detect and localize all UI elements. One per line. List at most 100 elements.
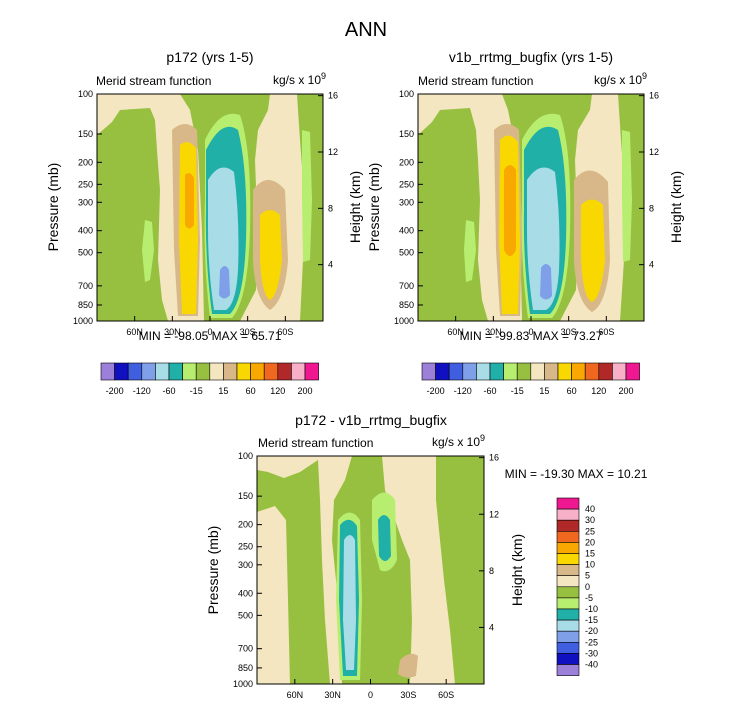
y-tick-label: 200 (399, 157, 414, 167)
colorbar-swatch (571, 362, 586, 381)
colorbar-label: -30 (585, 648, 598, 658)
panel-v1b-rrtmg-bugfix: v1b_rrtmg_bugfix (yrs 1-5) Merid stream … (366, 49, 684, 396)
colorbar-swatch (100, 362, 115, 381)
contour-plot (96, 93, 324, 322)
axes: 100 150 200 250 300 400 500 700 850 1000 16 12 8 4 60N… (394, 89, 659, 337)
x-tick-label: 30S (400, 690, 416, 700)
colorbar-label: -200 (106, 386, 124, 396)
colorbar-swatch (127, 362, 143, 381)
y-tick-label: 150 (399, 129, 414, 139)
colorbar-label: 15 (539, 386, 549, 396)
colorbar-label: -120 (454, 386, 472, 396)
y-axis-label: Pressure (mb) (366, 163, 382, 252)
colorbar-label: -120 (133, 386, 151, 396)
y-right-tick-label: 16 (489, 453, 499, 463)
colorbar-label: -25 (585, 637, 598, 647)
axes: 100 150 200 250 300 400 500 700 850 1000 16 12 8 4 60N… (233, 451, 499, 700)
colorbar-swatch (530, 362, 545, 381)
y-axis-label: Pressure (mb) (45, 163, 61, 252)
colorbar-swatch (625, 362, 640, 381)
contour-pos-60 (185, 173, 194, 229)
contour-neg-15-east (622, 130, 632, 262)
colorbar-swatch (556, 586, 580, 599)
axes: 100 150 200 250 300 400 500 700 850 1000 16 12 8 4 60N… (73, 89, 338, 337)
contour-pos-5 (398, 653, 418, 678)
colorbar-swatch (291, 362, 306, 381)
y-tick-label: 100 (78, 89, 93, 99)
colorbar-swatch (448, 362, 464, 381)
x-tick-label: 60S (438, 690, 454, 700)
y-right-tick-label: 8 (649, 203, 654, 213)
y-right-tick-label: 16 (649, 91, 659, 101)
units-exponent: 9 (480, 433, 485, 443)
x-tick-label: 30N (485, 327, 502, 337)
x-tick-label: 60N (287, 690, 304, 700)
colorbar-swatch (476, 362, 491, 381)
colorbar-swatch (556, 508, 580, 521)
y-right-tick-label: 8 (328, 203, 333, 213)
colorbar-swatch (556, 608, 580, 621)
colorbar-label: 200 (618, 386, 633, 396)
y-right-tick-label: 12 (489, 509, 499, 519)
y-right-tick-label: 8 (489, 566, 494, 576)
panel-difference: p172 - v1b_rrtmg_bugfix Merid stream fun… (205, 412, 648, 700)
colorbar-swatch (556, 553, 580, 565)
colorbar-swatch (195, 362, 211, 381)
contour-neg-15-west (142, 220, 154, 282)
contour-neg-60 (208, 167, 239, 310)
colorbar-swatch (544, 362, 559, 381)
colorbar-swatch (556, 542, 580, 554)
panel-title: v1b_rrtmg_bugfix (yrs 1-5) (449, 49, 613, 65)
colorbar-swatch (489, 362, 504, 381)
colorbar-label: -20 (585, 626, 598, 636)
colorbar-label: 200 (297, 386, 312, 396)
colorbar-label: 15 (218, 386, 228, 396)
y-tick-label: 200 (238, 520, 253, 530)
colorbar-label: -200 (427, 386, 445, 396)
colorbar-label: -15 (511, 386, 524, 396)
colorbar-swatch (556, 497, 580, 510)
contour-pos-40-south (260, 210, 282, 300)
contour-neg-15-east (302, 130, 312, 262)
y-axis-label: Pressure (mb) (205, 526, 221, 615)
colorbar-swatch (556, 641, 580, 654)
contour-neg-15-west (464, 220, 476, 282)
x-tick-label: 30S (240, 327, 256, 337)
y-tick-label: 500 (399, 248, 414, 258)
colorbar-swatch (435, 362, 450, 381)
x-tick-label: 60N (447, 327, 464, 337)
colorbar-swatch (556, 519, 580, 532)
y-axis-right-label: Height (km) (509, 534, 525, 606)
y-tick-label: 150 (238, 491, 253, 501)
contour-neg-5-east (436, 456, 484, 684)
colorbar-label: -10 (585, 604, 598, 614)
y-tick-label: 1000 (73, 316, 93, 326)
y-tick-label: 400 (238, 588, 253, 598)
colorbar-swatch (209, 362, 224, 381)
y-tick-label: 250 (399, 179, 414, 189)
colorbar-swatch (598, 362, 613, 381)
contour-pos-60 (504, 165, 516, 256)
units-exponent: 9 (321, 71, 326, 81)
colorbar-label: 120 (591, 386, 606, 396)
y-tick-label: 1000 (394, 316, 414, 326)
contour-neg-15-east (378, 515, 391, 561)
colorbar-swatch (263, 362, 279, 381)
colorbar-swatch (556, 664, 580, 676)
figure-title: ANN (345, 19, 387, 41)
x-tick-label: 0 (368, 690, 373, 700)
y-right-tick-label: 16 (328, 91, 338, 101)
colorbar-label: -60 (162, 386, 175, 396)
colorbar-swatch (141, 362, 156, 381)
colorbar-swatch (168, 362, 183, 381)
y-tick-label: 100 (399, 89, 414, 99)
y-tick-label: 250 (78, 179, 93, 189)
contour-pos-40-south (581, 199, 605, 302)
x-tick-label: 60N (126, 327, 143, 337)
colorbar-label: 60 (567, 386, 577, 396)
colorbar-swatch (236, 362, 251, 381)
colorbar-swatch (584, 362, 600, 381)
colorbar-swatch (250, 362, 265, 381)
y-right-tick-label: 4 (489, 622, 494, 632)
colorbar-label: -5 (585, 593, 593, 603)
